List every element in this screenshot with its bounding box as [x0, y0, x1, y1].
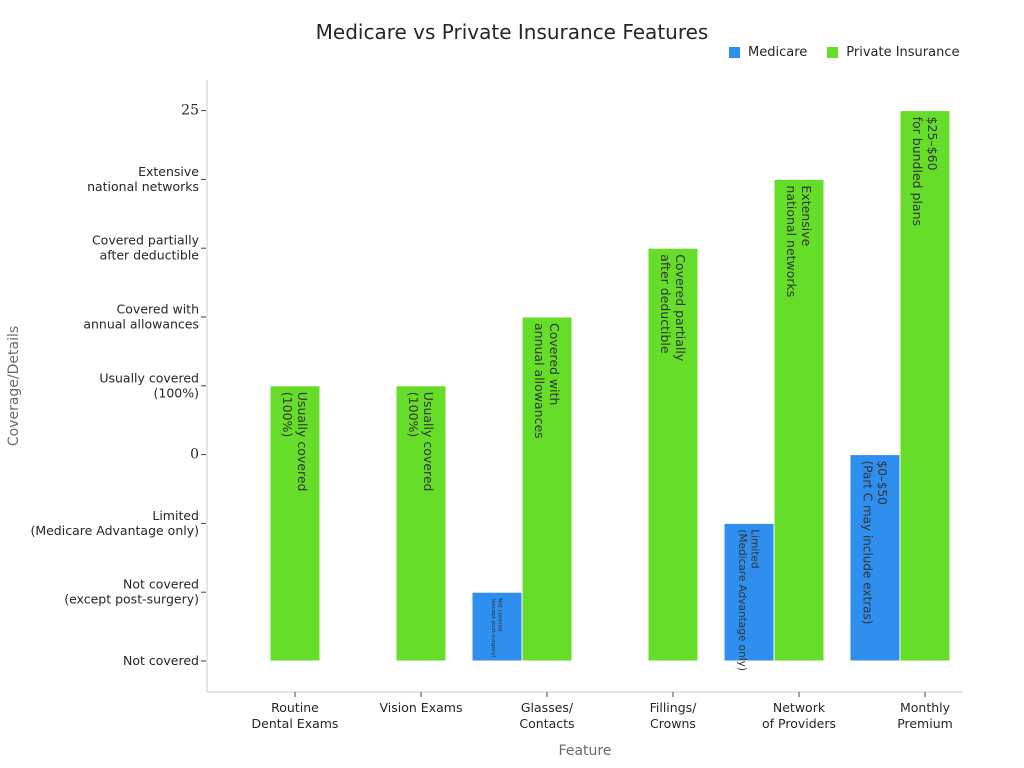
bar-private-insurance [773, 178, 825, 662]
bar-private-insurance [899, 110, 951, 662]
y-tick-label: 0 [190, 447, 199, 463]
x-tick-label: Routine Dental Exams [252, 700, 339, 731]
bar-label-medicare: $0–$50(Part C may include extras) [861, 461, 889, 625]
legend-swatch-private-insurance [827, 47, 839, 58]
bar-label-private-insurance: Usually covered(100%) [406, 392, 436, 492]
bar-medicare [723, 522, 775, 662]
y-tick-label: Not covered (except post-surgery) [64, 577, 199, 607]
bar-label-private-insurance: Extensivenational networks [784, 185, 814, 297]
x-tick-label: Glasses/Contacts [519, 700, 574, 731]
bar-label-private-insurance: Covered partiallyafter deductible [658, 254, 688, 362]
y-tick-label: Covered with annual allowances [83, 302, 199, 332]
bar-medicare [471, 591, 523, 662]
bar-label-private-insurance: $25–$60for bundled plans [910, 117, 940, 226]
chart-title: Medicare vs Private Insurance Features [315, 20, 709, 44]
bar-private-insurance [395, 385, 447, 662]
y-tick-label: Usually covered (100%) [99, 370, 199, 400]
legend-label-private-insurance: Private Insurance [846, 45, 960, 60]
bar-medicare [849, 454, 901, 662]
bar-private-insurance [269, 385, 321, 662]
bar-label-private-insurance: Covered withannual allowances [532, 323, 562, 439]
y-tick-label: Limited (Medicare Advantage only) [30, 508, 199, 538]
x-tick-label: Network of Providers [762, 700, 836, 731]
x-axis-title: Feature [559, 743, 612, 759]
legend-item-medicare: Medicare [729, 45, 807, 60]
bar-private-insurance [647, 247, 699, 662]
y-axis-title: Coverage/Details [6, 326, 22, 446]
y-tick-label: 25 [181, 103, 199, 119]
bar-label-medicare: Not covered(except post-surgery) [490, 598, 503, 657]
y-tick-label: Extensive national networks [87, 164, 199, 194]
legend-swatch-medicare [729, 47, 740, 58]
x-tick-label: Monthly Premium [897, 700, 953, 731]
bar-private-insurance [521, 316, 573, 662]
x-tick-label: Fillings/Crowns [650, 700, 698, 731]
y-tick-label: Not covered [123, 653, 199, 668]
bar-label-medicare: Limited(Medicare Advantage only) [736, 529, 761, 671]
x-tick-label: Vision Exams [380, 700, 463, 715]
legend-item-private-insurance: Private Insurance [827, 45, 960, 60]
legend: Medicare Private Insurance [729, 45, 960, 60]
legend-label-medicare: Medicare [748, 45, 808, 60]
y-tick-label: Covered partially after deductible [92, 233, 200, 263]
bar-label-private-insurance: Usually covered(100%) [280, 392, 310, 492]
